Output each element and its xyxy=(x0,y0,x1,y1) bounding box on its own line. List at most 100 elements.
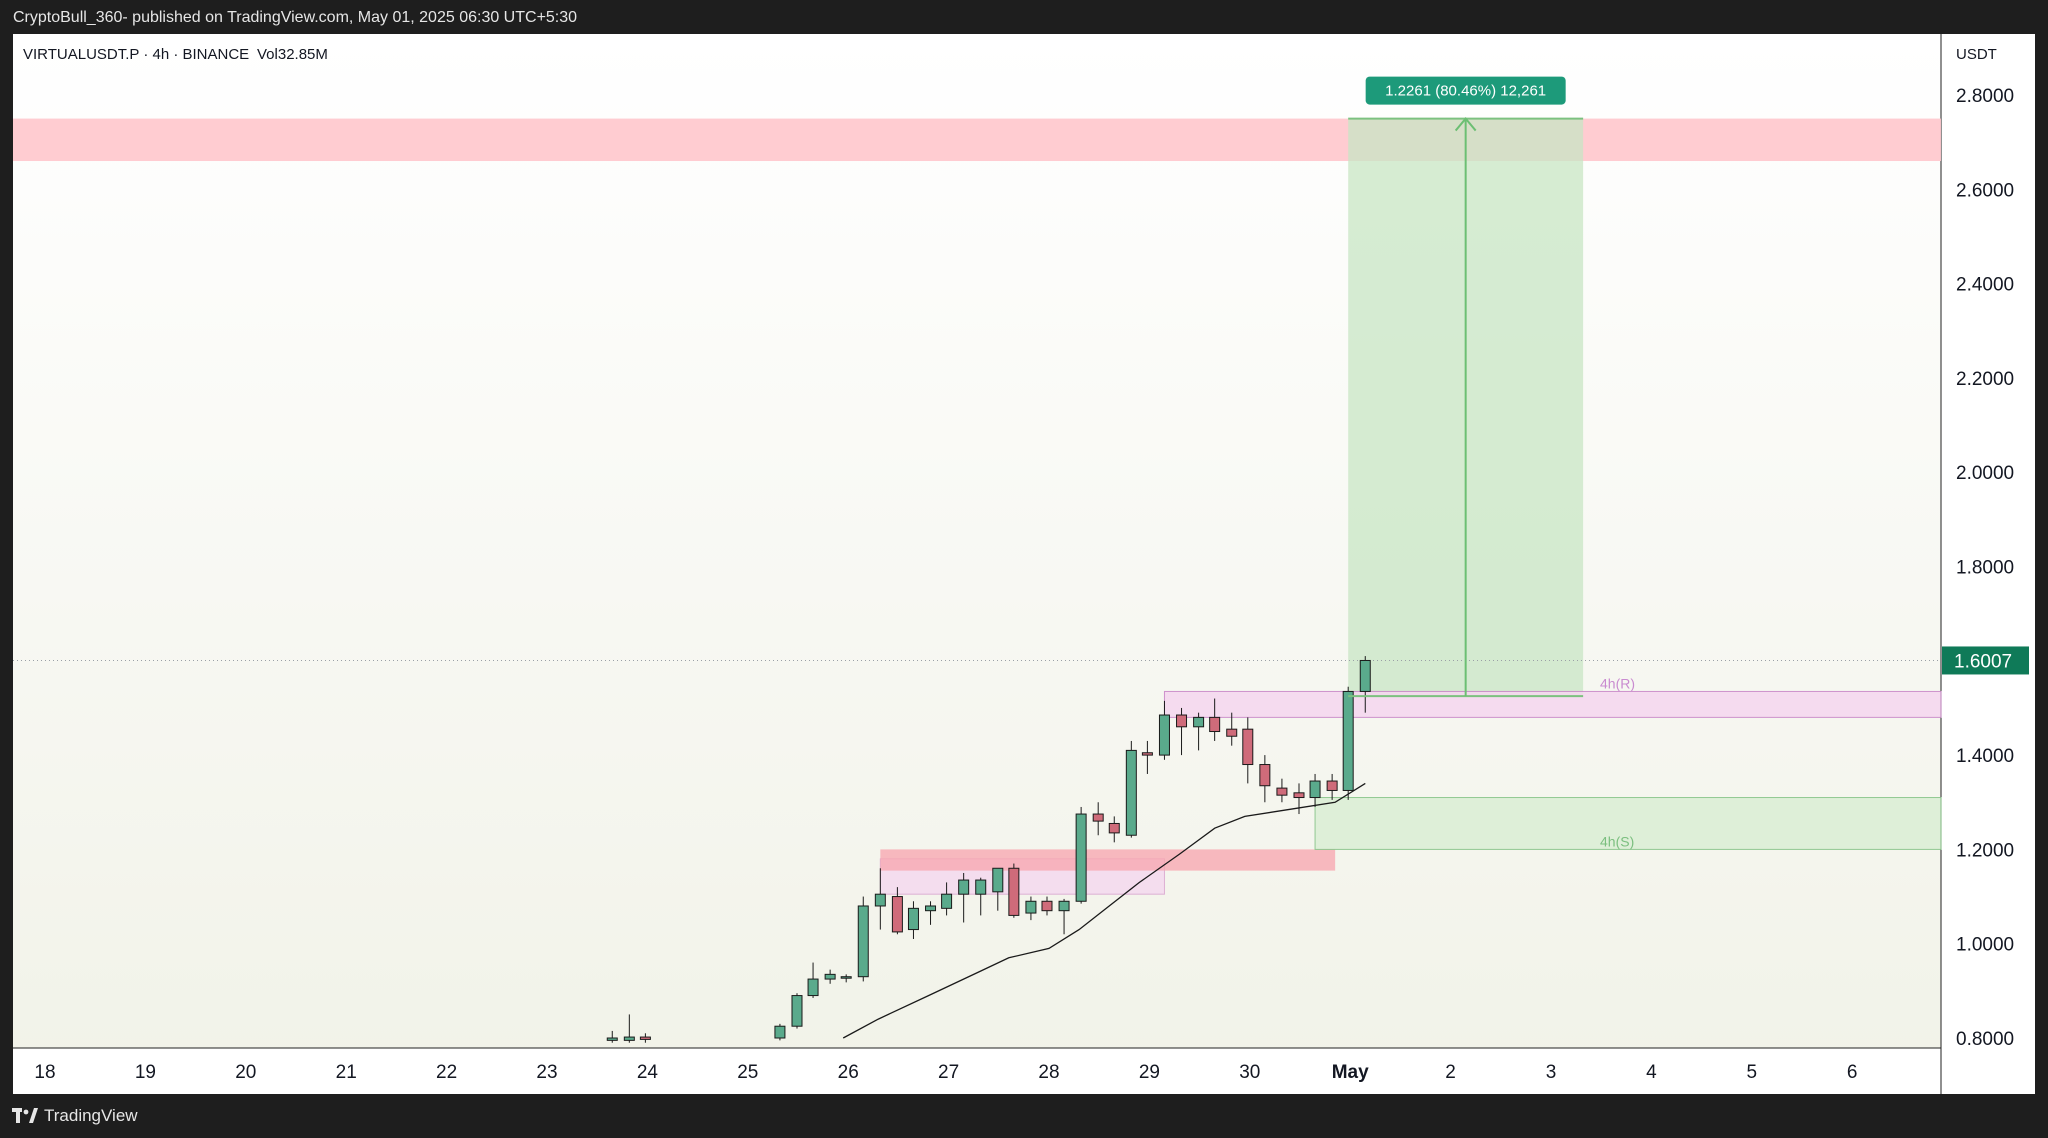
candle[interactable] xyxy=(1041,896,1053,916)
price-axis-background xyxy=(1941,34,2035,1094)
candle[interactable] xyxy=(958,872,970,923)
candle-body xyxy=(1008,867,1020,916)
candle[interactable] xyxy=(1108,816,1120,843)
x-tick-label: 18 xyxy=(34,1062,55,1083)
y-tick-label: 1.8000 xyxy=(1956,558,2014,579)
price-chart[interactable]: 1.2261 (80.46%) 12,261 4h(R) 4h(S) 0.8000 1… xyxy=(0,0,2048,1094)
candle[interactable] xyxy=(1342,686,1354,800)
candle-body xyxy=(1359,659,1371,692)
candle[interactable] xyxy=(1326,773,1338,800)
volume-unit: M xyxy=(315,46,328,63)
candle-body xyxy=(791,995,803,1027)
candle-body xyxy=(623,1036,635,1041)
time-axis-background xyxy=(13,1048,1941,1094)
candle-body xyxy=(1058,900,1070,912)
candle[interactable] xyxy=(857,896,869,982)
y-tick-label: 2.8000 xyxy=(1956,86,2014,107)
candle[interactable] xyxy=(807,962,819,998)
candle-body xyxy=(1326,780,1338,791)
volume-value: 32.85 xyxy=(278,46,316,63)
y-tick-label: 2.6000 xyxy=(1956,180,2014,201)
candle-body xyxy=(907,907,919,931)
candle-body xyxy=(840,976,852,979)
x-tick-label: May xyxy=(1332,1062,1369,1083)
candle-body xyxy=(1259,764,1271,787)
x-tick-label: 21 xyxy=(336,1062,357,1083)
candle[interactable] xyxy=(1158,700,1170,760)
candle-body xyxy=(1141,752,1153,756)
candle[interactable] xyxy=(623,1014,635,1043)
x-tick-label: 19 xyxy=(135,1062,156,1083)
candle[interactable] xyxy=(1242,717,1254,784)
candle-body xyxy=(992,867,1004,893)
candle[interactable] xyxy=(992,867,1004,911)
x-tick-label: 23 xyxy=(536,1062,557,1083)
bottom-bar xyxy=(0,1094,2048,1138)
volume-label: Vol xyxy=(257,46,278,63)
candle[interactable] xyxy=(1209,698,1221,741)
candle[interactable] xyxy=(1276,778,1288,803)
candle[interactable] xyxy=(840,974,852,983)
candle[interactable] xyxy=(1226,712,1238,746)
candle[interactable] xyxy=(1092,802,1104,836)
top-bar: CryptoBull_360- published on TradingView… xyxy=(0,0,2048,34)
x-tick-label: 27 xyxy=(938,1062,959,1083)
candle-body xyxy=(807,978,819,997)
x-tick-label: 24 xyxy=(637,1062,659,1083)
candle[interactable] xyxy=(606,1030,618,1043)
tradingview-logo[interactable]: TradingView xyxy=(12,1106,138,1126)
candle-body xyxy=(1209,716,1221,733)
x-tick-label: 28 xyxy=(1038,1062,1059,1083)
candle[interactable] xyxy=(791,993,803,1029)
candle[interactable] xyxy=(1075,806,1087,904)
candle[interactable] xyxy=(639,1033,651,1043)
last-price-value: 1.6007 xyxy=(1954,651,2012,672)
y-tick-label: 1.0000 xyxy=(1956,935,2014,956)
candle-body xyxy=(1293,792,1305,799)
published-by-text: CryptoBull_360- published on TradingView… xyxy=(13,9,578,26)
candle[interactable] xyxy=(1008,863,1020,918)
candle-body xyxy=(1276,787,1288,796)
candle[interactable] xyxy=(1025,896,1037,921)
candle[interactable] xyxy=(1259,755,1271,803)
tradingview-brand: TradingView xyxy=(44,1106,138,1125)
candle[interactable] xyxy=(1125,740,1137,838)
candle[interactable] xyxy=(1058,898,1070,935)
x-tick-label: 4 xyxy=(1646,1062,1657,1083)
y-tick-label: 1.4000 xyxy=(1956,746,2014,767)
candle[interactable] xyxy=(1293,783,1305,815)
x-tick-label: 3 xyxy=(1546,1062,1557,1083)
candle[interactable] xyxy=(1309,773,1321,807)
candle[interactable] xyxy=(1359,656,1371,713)
candle[interactable] xyxy=(1193,712,1205,751)
candle[interactable] xyxy=(874,868,886,930)
candle-body xyxy=(1158,714,1170,756)
candle[interactable] xyxy=(907,901,919,939)
candle-body xyxy=(1226,728,1238,737)
candle[interactable] xyxy=(975,877,987,916)
support-4h-zone xyxy=(1314,797,1942,850)
candle-body xyxy=(975,879,987,895)
candle[interactable] xyxy=(891,887,903,935)
candle-body xyxy=(1092,813,1104,822)
candle-body xyxy=(941,893,953,909)
candle[interactable] xyxy=(925,901,937,925)
candle-body xyxy=(1041,900,1053,912)
candle[interactable] xyxy=(1141,740,1153,774)
candle-body xyxy=(958,879,970,895)
long-position-label-box[interactable] xyxy=(1365,76,1566,105)
candle[interactable] xyxy=(1176,707,1188,756)
y-tick-label: 1.2000 xyxy=(1956,840,2014,861)
candle-body xyxy=(1342,690,1354,791)
candle[interactable] xyxy=(941,882,953,916)
candle-body xyxy=(774,1025,786,1039)
resistance-4h-label: 4h(R) xyxy=(1600,675,1635,691)
y-tick-label: 0.8000 xyxy=(1956,1029,2014,1050)
candle[interactable] xyxy=(774,1023,786,1041)
x-tick-label: 6 xyxy=(1847,1062,1858,1083)
x-tick-label: 20 xyxy=(235,1062,256,1083)
candle[interactable] xyxy=(824,969,836,984)
y-tick-label: 2.4000 xyxy=(1956,275,2014,296)
support-4h-label: 4h(S) xyxy=(1600,833,1634,849)
candle-body xyxy=(824,973,836,980)
